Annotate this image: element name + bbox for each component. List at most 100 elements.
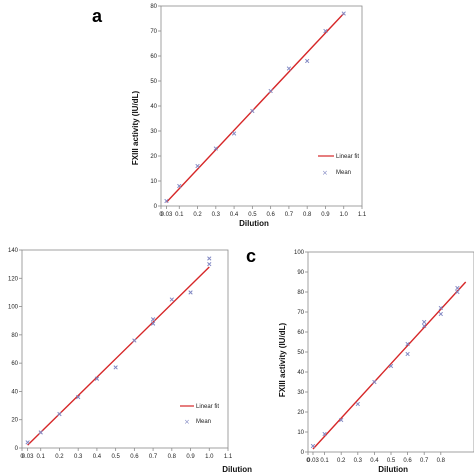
p1-data-point-1 [38, 430, 43, 435]
p2-x-tick-label-2: 0.1 [320, 458, 329, 464]
p2-data-point-0 [310, 443, 316, 449]
legend-mean-label-b: Mean [196, 419, 211, 425]
p0-x-tick-label-2: 0.1 [175, 212, 184, 218]
p2-x-tick-label-7: 0.6 [403, 458, 412, 464]
p2-data-point-11 [438, 305, 443, 311]
p0-data-point-4 [231, 131, 237, 136]
p0-x-tick-label-11: 1.0 [340, 212, 349, 218]
p1-y-tick-label-5: 100 [8, 305, 19, 311]
p2-data-point-13 [455, 285, 460, 291]
p0-data-point-7 [286, 66, 292, 71]
p2-y-tick-label-0: 0 [301, 450, 305, 456]
y-axis-label-c: FXIII activity (IU/dL) [278, 323, 287, 398]
p2-data-point-10 [438, 311, 443, 317]
p2-y-tick-label-9: 90 [297, 270, 304, 276]
p1-x-tick-label-11: 1.0 [205, 454, 214, 460]
p2-y-tick-label-3: 30 [297, 390, 304, 396]
p1-x-tick-label-7: 0.6 [130, 454, 139, 460]
p0-data-point-3 [213, 146, 218, 151]
p0-x-tick-label-8: 0.7 [285, 212, 294, 218]
p1-x-tick-label-3: 0.2 [55, 454, 64, 460]
p2-x-tick-label-4: 0.3 [354, 458, 363, 464]
p0-x-tick-label-10: 0.9 [321, 212, 330, 218]
p0-y-tick-label-0: 0 [154, 204, 158, 210]
p2-data-point-7 [405, 341, 410, 347]
p1-x-tick-label-6: 0.5 [111, 454, 120, 460]
legend-b: Linear fit × Mean [180, 404, 219, 426]
x-axis-label-c: Dilution [378, 465, 408, 474]
p0-y-tick-label-5: 50 [150, 79, 157, 85]
p2-data-point-5 [388, 363, 394, 369]
p2-x-tick-label-1: 0.03 [307, 458, 319, 464]
p2-x-tick-label-9: 0.8 [437, 458, 446, 464]
p0-data-point-2 [195, 163, 200, 169]
p2-y-tick-label-8: 80 [297, 290, 304, 296]
p1-fit-line [27, 266, 210, 446]
p1-y-tick-label-7: 140 [8, 248, 19, 254]
chart-c: c FXIII activity (IU/dL) Dilution 0 10 20 3… [246, 246, 474, 474]
p1-data-point-9 [169, 297, 174, 302]
p2-x-tick-label-0: 0 [306, 458, 310, 464]
p0-x-tick-label-0: 0 [159, 212, 163, 218]
p1-plot-frame [21, 249, 229, 449]
p0-data-point-0 [164, 198, 169, 204]
p2-data-point-12 [455, 289, 460, 295]
legend-a: Linear fit × Mean [318, 154, 359, 177]
p1-x-tick-label-9: 0.8 [168, 454, 177, 460]
p2-data-point-2 [339, 417, 344, 423]
p1-data-point-4 [94, 376, 100, 381]
p0-x-tick-label-6: 0.5 [248, 212, 257, 218]
p0-data-point-8 [305, 58, 310, 64]
p0-y-tick-label-1: 10 [150, 179, 157, 185]
p1-x-tick-label-8: 0.7 [149, 454, 158, 460]
p0-data-point-5 [250, 108, 255, 114]
legend-fit-label-a: Linear fit [336, 154, 359, 160]
p2-x-tick-label-5: 0.4 [370, 458, 379, 464]
p0-y-tick-label-3: 30 [150, 129, 157, 135]
p0-y-tick-label-7: 70 [150, 29, 157, 35]
p1-y-tick-label-1: 20 [11, 418, 18, 424]
p1-data-point-2 [57, 411, 62, 417]
p1-data-point-3 [76, 394, 81, 400]
x-axis-label-b: Dilution [222, 465, 252, 474]
p2-data-point-3 [355, 401, 360, 407]
p0-data-point-1 [177, 183, 182, 189]
p1-x-tick-label-12: 1.1 [224, 454, 233, 460]
p0-x-tick-label-12: 1.1 [358, 212, 367, 218]
p1-y-tick-label-3: 60 [11, 361, 18, 367]
p1-x-tick-label-10: 0.9 [186, 454, 195, 460]
p1-x-tick-label-2: 0.1 [37, 454, 46, 460]
p1-data-point-5 [113, 365, 118, 370]
p1-data-point-12 [207, 256, 212, 261]
p1-x-tick-label-1: 0.03 [22, 454, 34, 460]
legend-mean-marker-b: × [184, 418, 190, 426]
p1-data-point-11 [207, 261, 212, 267]
p2-y-tick-label-10: 100 [294, 250, 305, 256]
p0-y-tick-label-4: 40 [150, 104, 157, 110]
p1-x-tick-label-4: 0.3 [74, 454, 83, 460]
p0-data-point-6 [268, 88, 273, 94]
p0-data-point-9 [323, 28, 328, 34]
p0-y-tick-label-6: 60 [150, 54, 157, 60]
p2-data-point-6 [405, 351, 410, 357]
p0-x-tick-label-1: 0.03 [161, 212, 173, 218]
p1-y-tick-label-4: 80 [11, 333, 18, 339]
p1-y-tick-label-2: 40 [11, 389, 18, 395]
p2-y-tick-label-6: 60 [297, 330, 304, 336]
p2-data-point-1 [322, 431, 327, 437]
p0-y-tick-label-2: 20 [150, 154, 157, 160]
p1-data-point-0 [25, 440, 30, 445]
p1-data-point-8 [150, 317, 156, 322]
p0-x-tick-label-3: 0.2 [193, 212, 202, 218]
p2-y-tick-label-5: 50 [297, 350, 304, 356]
legend-mean-marker-a: × [322, 169, 328, 177]
p2-fit-line [312, 281, 467, 450]
p2-data-point-8 [422, 323, 427, 329]
p2-y-tick-label-1: 10 [297, 430, 304, 436]
p2-x-tick-label-6: 0.5 [387, 458, 396, 464]
p2-plot-frame [307, 251, 474, 453]
p1-data-point-7 [150, 321, 156, 326]
y-axis-label-a: FXIII activity (IU/dL) [131, 91, 140, 166]
chart-a: a FXIII activity (IU/dL) Dilution Linear… [92, 4, 367, 228]
